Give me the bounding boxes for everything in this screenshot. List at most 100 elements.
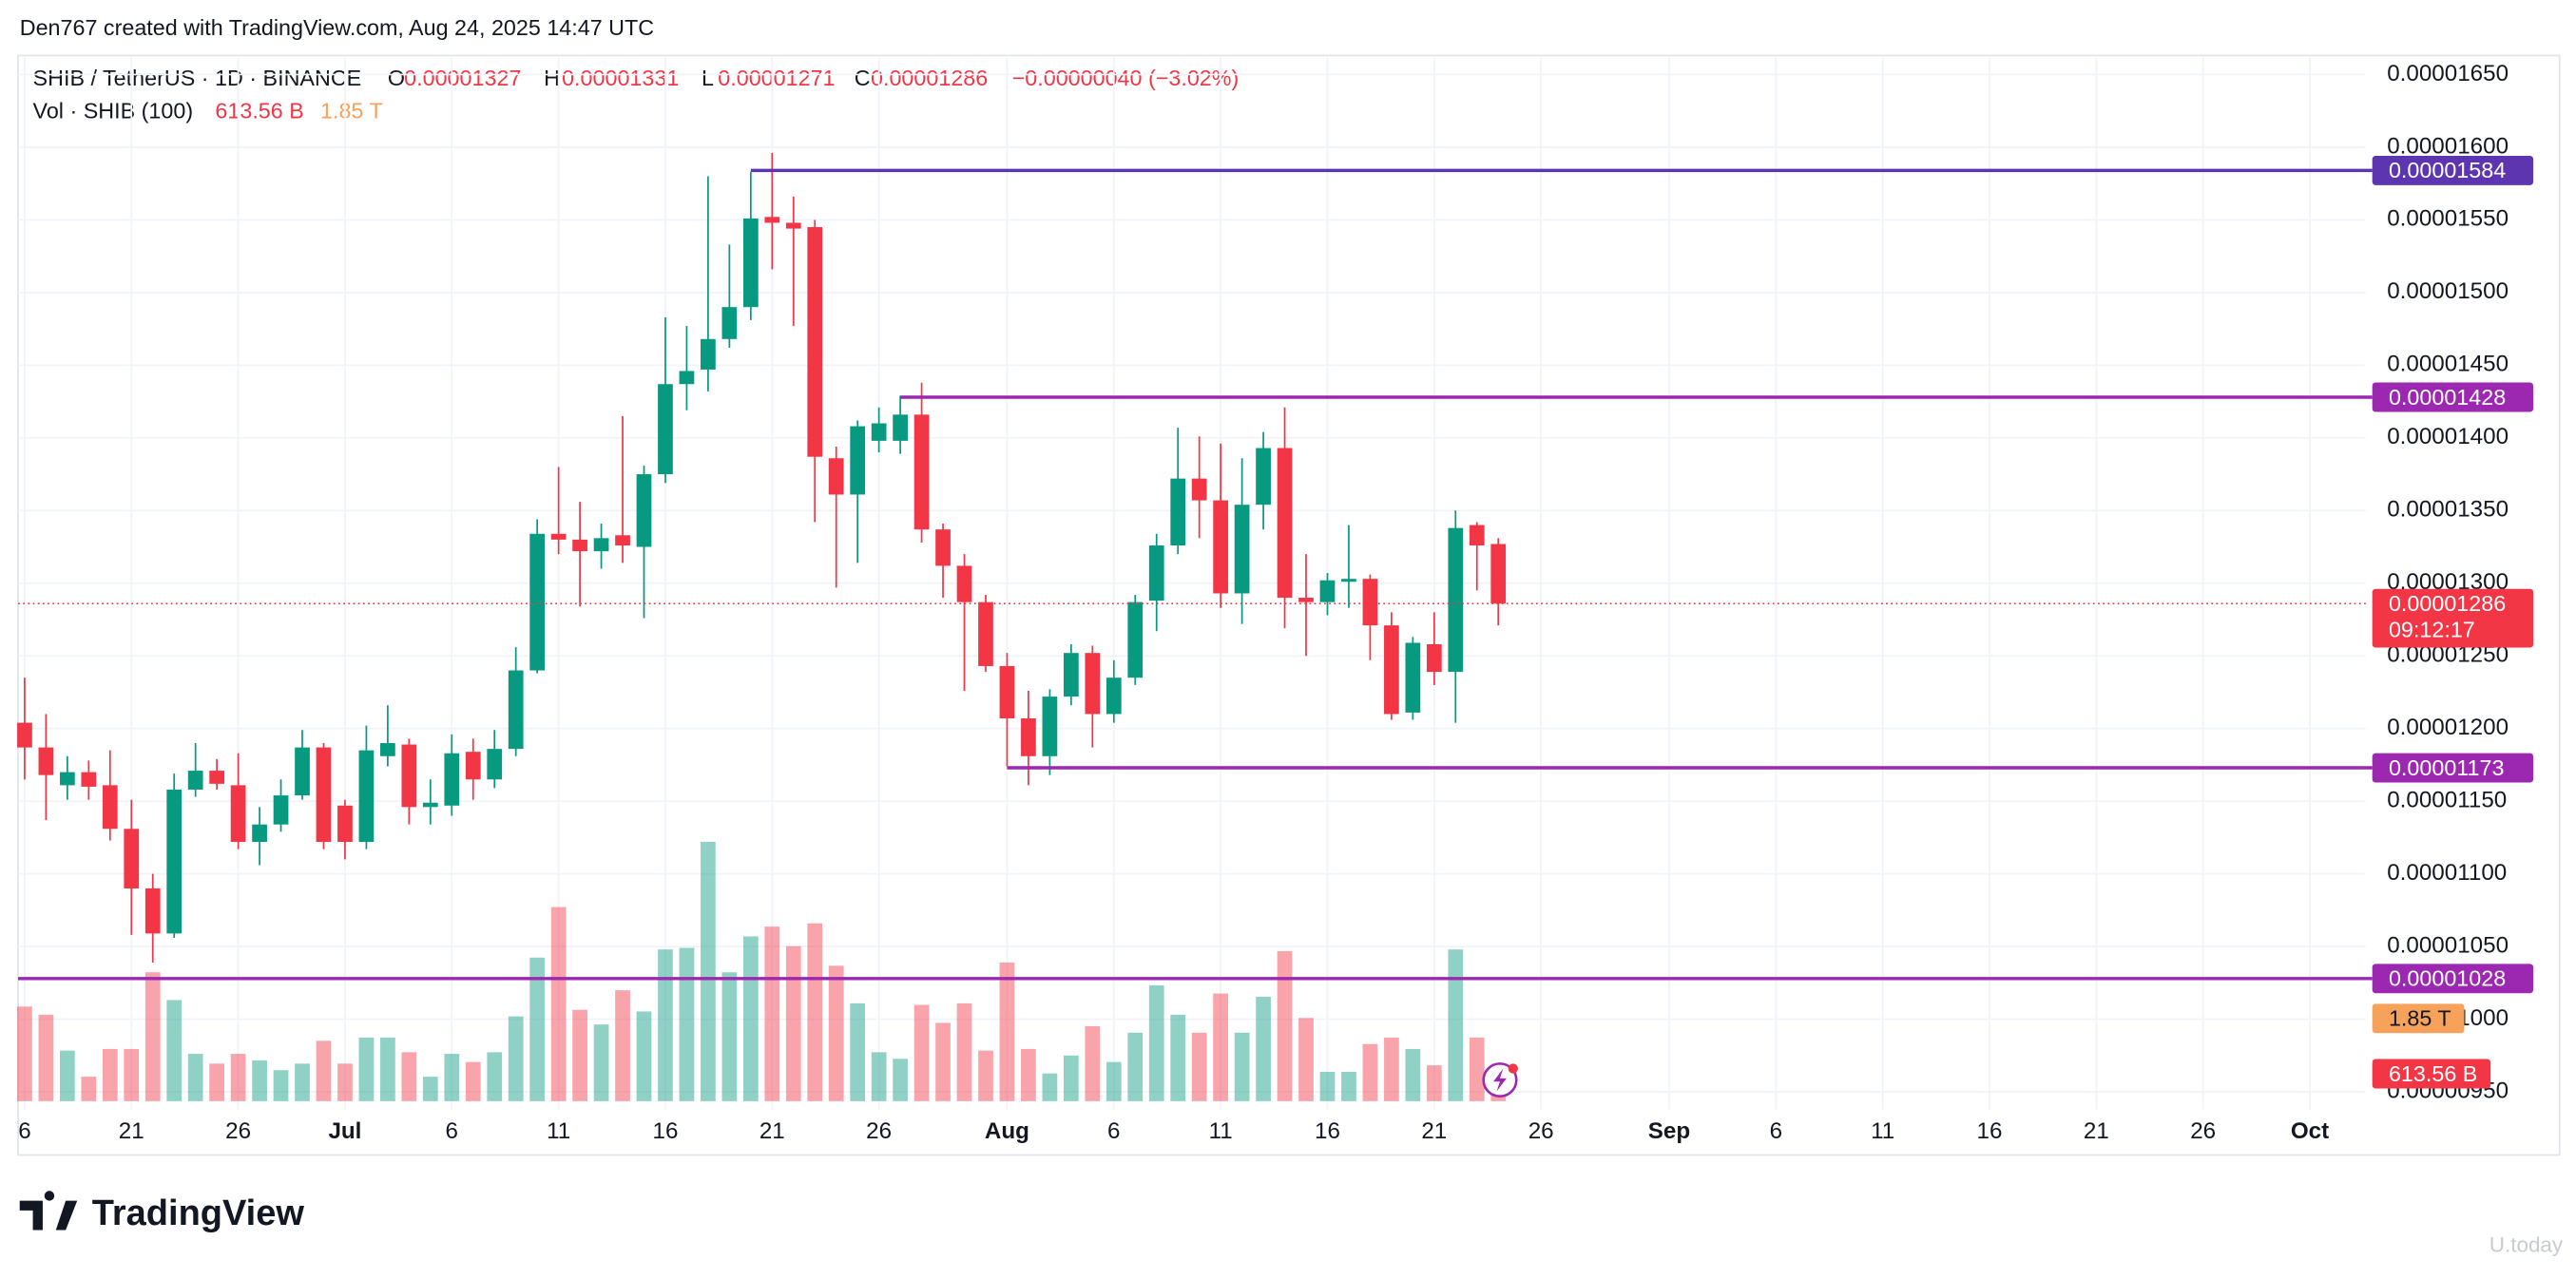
x-tick-label: 21 <box>759 1118 785 1144</box>
x-tick-label: 16 <box>653 1118 679 1144</box>
logo[interactable]: TradingView <box>19 1191 305 1233</box>
volume-bar <box>358 1037 375 1101</box>
volume-bar <box>764 926 780 1101</box>
volume-bar <box>978 1050 993 1101</box>
price-tag <box>2372 753 2534 783</box>
volume-bar <box>572 1009 587 1101</box>
volume-bar <box>422 1077 438 1101</box>
candle-body <box>252 824 267 843</box>
candle-body <box>38 747 54 775</box>
countdown: 09:12:17 <box>2389 618 2475 642</box>
x-tick-label: 6 <box>1107 1118 1120 1144</box>
candle-body <box>572 539 587 552</box>
x-tick-label: 26 <box>1528 1118 1554 1144</box>
x-tick-label: 26 <box>866 1118 892 1144</box>
candle-body <box>529 533 546 671</box>
y-tick-label: 0.00001450 <box>2387 352 2509 377</box>
price-tag <box>2372 382 2534 412</box>
ohlc-letter: C <box>855 66 871 90</box>
volume-bar <box>1448 949 1464 1101</box>
volume-bar <box>316 1040 332 1101</box>
candle-body <box>871 423 887 441</box>
price-tag-label: 0.00001028 <box>2389 966 2506 991</box>
y-tick-label: 0.00001600 <box>2387 133 2509 159</box>
volume-bar <box>636 1011 652 1101</box>
candle-body <box>295 747 310 796</box>
logo-icon <box>19 1191 78 1231</box>
volume-bar <box>252 1059 267 1101</box>
volume-bar <box>701 841 716 1101</box>
candle-body <box>487 749 503 780</box>
chart-title: SHIB / TetherUS · 1D · BINANCE <box>33 66 362 90</box>
ohlc-value: 0.00001286 <box>871 66 988 90</box>
volume-bar <box>742 936 759 1101</box>
volume-bar <box>999 962 1015 1101</box>
ohlc-letter: H <box>544 66 560 90</box>
volume-bar <box>508 1016 524 1101</box>
volume-bar <box>166 1000 183 1101</box>
candle-body <box>1213 500 1229 594</box>
x-tick-label: Sep <box>1648 1118 1690 1144</box>
volume-bar <box>1085 1025 1101 1101</box>
candle-body <box>1127 601 1144 678</box>
x-tick-label: 16 <box>1315 1118 1340 1144</box>
candle-body <box>465 752 481 780</box>
price-tag <box>2372 155 2534 185</box>
volume-bar <box>230 1054 246 1101</box>
x-tick-label: 21 <box>119 1118 144 1144</box>
candle-body <box>935 529 951 566</box>
volume-bar <box>102 1048 118 1101</box>
price-tag-label: 0.00001428 <box>2389 385 2506 410</box>
volume-bar <box>679 947 695 1101</box>
volume-bar <box>529 957 546 1101</box>
candle-body <box>1426 644 1442 673</box>
volume-bar <box>615 990 630 1101</box>
volume-bar <box>273 1070 289 1101</box>
candle-body <box>209 771 225 784</box>
candle-body <box>1405 642 1421 713</box>
volume-bar <box>59 1050 75 1101</box>
replay-icon[interactable] <box>1482 1062 1518 1098</box>
candle-body <box>658 384 673 475</box>
volume-bar <box>124 1048 140 1101</box>
y-tick-label: 0.00001100 <box>2387 860 2507 886</box>
candle-body <box>978 601 993 666</box>
x-tick-label: Jul <box>328 1118 361 1144</box>
ohlc-value: 0.00001327 <box>404 66 521 90</box>
volume-bar <box>1405 1048 1421 1101</box>
x-tick-label: 21 <box>2084 1118 2109 1144</box>
attribution: Den767 created with TradingView.com, Aug… <box>20 15 654 40</box>
volume-bar <box>550 907 567 1101</box>
last-price-label: 0.00001286 <box>2389 591 2506 616</box>
candle-body <box>764 217 780 223</box>
x-tick-label: 11 <box>1871 1118 1894 1144</box>
brand: TradingView <box>92 1193 305 1233</box>
volume-bar <box>1234 1032 1250 1101</box>
candle-body <box>17 722 32 748</box>
candle-body <box>1448 527 1464 673</box>
candle-body <box>850 426 866 495</box>
volume-bar <box>1148 984 1164 1101</box>
x-tick-label: 6 <box>1770 1118 1782 1144</box>
candle-body <box>1170 478 1186 546</box>
y-tick-label: 0.00001200 <box>2387 715 2509 740</box>
volume-bar <box>1277 950 1293 1101</box>
candle-body <box>422 802 438 808</box>
candle-body <box>1256 448 1271 506</box>
candle-body <box>1105 678 1122 715</box>
volume-bar <box>1362 1043 1378 1101</box>
price-change: −0.00000040 (−3.02%) <box>1012 66 1240 90</box>
candle-body <box>742 218 759 308</box>
volume-bar <box>1191 1032 1207 1101</box>
volume-ma-tag <box>2372 1003 2465 1034</box>
candle-body <box>508 670 524 750</box>
candle-body <box>1384 625 1399 715</box>
volume-bar <box>913 1004 930 1101</box>
volume-bar <box>828 965 844 1101</box>
volume-bar <box>1341 1071 1356 1101</box>
candle-body <box>999 665 1015 719</box>
volume-bar <box>1256 996 1271 1101</box>
candle-body <box>380 743 395 756</box>
